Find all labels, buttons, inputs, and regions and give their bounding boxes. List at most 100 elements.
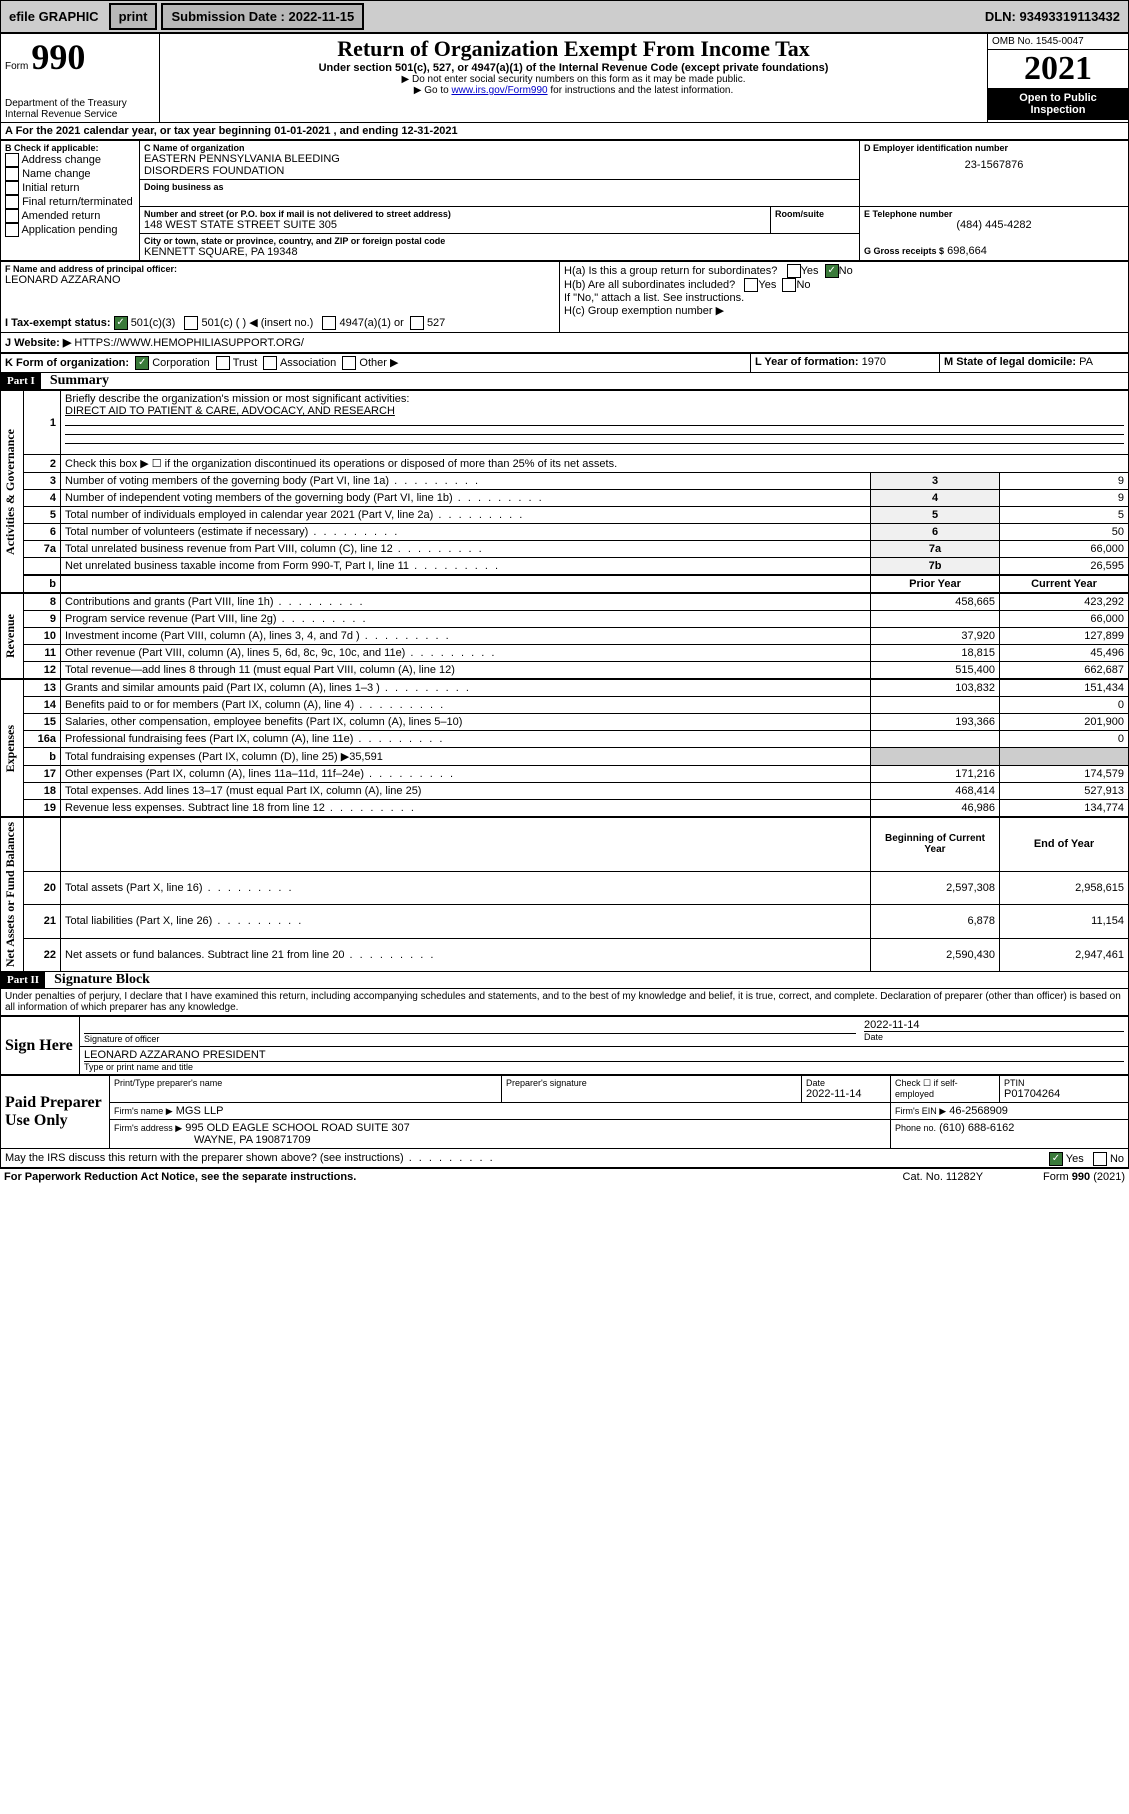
part1-title: Summary <box>44 373 109 388</box>
group-rev: Revenue <box>1 610 20 662</box>
h-b-note: If "No," attach a list. See instructions… <box>564 292 1124 304</box>
d-label: D Employer identification number <box>864 143 1124 153</box>
k-opt2: Association <box>280 357 336 369</box>
efile-label: efile GRAPHIC <box>1 5 107 28</box>
room-label: Room/suite <box>775 209 855 219</box>
h-a-yes[interactable] <box>787 264 801 278</box>
k-other-check[interactable] <box>342 356 356 370</box>
h-b-yes-label: Yes <box>758 279 776 291</box>
i-4947-check[interactable] <box>322 316 336 330</box>
sig-date: 2022-11-14 <box>864 1019 1124 1031</box>
firm-addr1: 995 OLD EAGLE SCHOOL ROAD SUITE 307 <box>185 1122 410 1134</box>
h-a-no-label: No <box>839 265 853 277</box>
b-opt-4[interactable]: Amended return <box>5 209 135 223</box>
paid-preparer: Paid Preparer Use Only <box>1 1076 110 1149</box>
h-c: H(c) Group exemption number ▶ <box>564 304 1124 317</box>
h-b-no[interactable] <box>782 278 796 292</box>
k-opt1: Trust <box>233 357 258 369</box>
sign-here: Sign Here <box>1 1017 80 1075</box>
period-begin: 01-01-2021 <box>274 125 330 137</box>
phone: (484) 445-4282 <box>864 219 1124 231</box>
k-assoc-check[interactable] <box>263 356 277 370</box>
na-row-0: 20Total assets (Part X, line 16)2,597,30… <box>1 871 1129 905</box>
rev-row-2: 10Investment income (Part VIII, column (… <box>1 628 1129 645</box>
ptin: P01704264 <box>1004 1088 1124 1100</box>
j-label: J Website: ▶ <box>5 337 71 349</box>
b-opt-1-label: Name change <box>22 168 91 180</box>
g-label: G Gross receipts $ <box>864 246 944 256</box>
h-a-yes-label: Yes <box>801 265 819 277</box>
discuss-no-check[interactable] <box>1093 1152 1107 1166</box>
org-name-2: DISORDERS FOUNDATION <box>144 165 855 177</box>
form-title: Return of Organization Exempt From Incom… <box>164 36 983 62</box>
b-label: B Check if applicable: <box>5 143 135 153</box>
group-exp: Expenses <box>1 721 20 776</box>
i-527-check[interactable] <box>410 316 424 330</box>
firm-ein: 46-2568909 <box>949 1105 1008 1117</box>
h-b-yes[interactable] <box>744 278 758 292</box>
form-prefix: Form <box>5 61 28 72</box>
i-501c-check[interactable] <box>184 316 198 330</box>
exp-row-6: 18Total expenses. Add lines 13–17 (must … <box>1 783 1129 800</box>
city-label: City or town, state or province, country… <box>144 236 855 246</box>
l1-num: 1 <box>24 391 61 455</box>
discuss-yes-check[interactable]: ✓ <box>1049 1152 1063 1166</box>
na-row-1: 21Total liabilities (Part X, line 26)6,8… <box>1 905 1129 939</box>
line-a-prefix: A For the 2021 calendar year, or tax yea… <box>5 125 274 137</box>
k-corp-check[interactable]: ✓ <box>135 356 149 370</box>
year-formation: 1970 <box>862 356 886 368</box>
part1-ag-table: Activities & Governance 1 Briefly descri… <box>0 390 1129 593</box>
group-ag: Activities & Governance <box>1 425 20 559</box>
line-i: I Tax-exempt status: ✓ 501(c)(3) 501(c) … <box>5 316 555 330</box>
b-opt-0[interactable]: Address change <box>5 153 135 167</box>
discuss-text: May the IRS discuss this return with the… <box>5 1152 495 1164</box>
org-name-1: EASTERN PENNSYLVANIA BLEEDING <box>144 153 855 165</box>
i-501c3-check[interactable]: ✓ <box>114 316 128 330</box>
f-label: F Name and address of principal officer: <box>5 264 555 274</box>
firm-name: MGS LLP <box>176 1105 224 1117</box>
k-opt3: Other ▶ <box>359 357 398 369</box>
k-trust-check[interactable] <box>216 356 230 370</box>
city: KENNETT SQUARE, PA 19348 <box>144 246 855 258</box>
group-na: Net Assets or Fund Balances <box>1 818 20 971</box>
h-b-no-label: No <box>796 279 810 291</box>
i-opt3: 4947(a)(1) or <box>340 317 404 329</box>
ag-row-5: Net unrelated business taxable income fr… <box>1 558 1129 576</box>
omb: OMB No. 1545-0047 <box>988 34 1128 50</box>
line-a-mid: , and ending <box>334 125 402 137</box>
i-opt4: 527 <box>427 317 445 329</box>
col-hdr-pc: bPrior YearCurrent Year <box>1 575 1129 593</box>
part1-exp-table: Expenses 13Grants and similar amounts pa… <box>0 679 1129 817</box>
goto-link[interactable]: www.irs.gov/Form990 <box>451 85 547 96</box>
part1-header: Part I Summary <box>0 373 1129 390</box>
part1-rev-table: Revenue 8Contributions and grants (Part … <box>0 593 1129 679</box>
m-label: M State of legal domicile: <box>944 356 1076 368</box>
b-opt-5[interactable]: Application pending <box>5 223 135 237</box>
ag-row-0: 3Number of voting members of the governi… <box>1 473 1129 490</box>
print-button[interactable]: print <box>109 3 158 30</box>
k-l-m-block: K Form of organization: ✓ Corporation Tr… <box>0 353 1129 373</box>
form-subtitle: Under section 501(c), 527, or 4947(a)(1)… <box>164 62 983 74</box>
e-label: E Telephone number <box>864 209 1124 219</box>
c-name-label: C Name of organization <box>144 143 855 153</box>
website: HTTPS://WWW.HEMOPHILIASUPPORT.ORG/ <box>74 337 304 349</box>
exp-row-4: bTotal fundraising expenses (Part IX, co… <box>1 748 1129 766</box>
discuss-yes: Yes <box>1066 1153 1084 1165</box>
b-opt-1[interactable]: Name change <box>5 167 135 181</box>
i-opt2: 501(c) ( ) ◀ (insert no.) <box>202 317 314 329</box>
footer: For Paperwork Reduction Act Notice, see … <box>0 1168 1129 1185</box>
goto-prefix: ▶ Go to <box>414 85 452 96</box>
dln: DLN: 93493319113432 <box>977 5 1128 28</box>
i-label: I Tax-exempt status: <box>5 317 111 329</box>
f-h-block: F Name and address of principal officer:… <box>0 261 1129 333</box>
firm-addr-label: Firm's address ▶ <box>114 1123 182 1133</box>
b-opt-2[interactable]: Initial return <box>5 181 135 195</box>
h-b: H(b) Are all subordinates included? Yes … <box>564 278 1124 292</box>
k-opt0: Corporation <box>152 357 209 369</box>
k-label: K Form of organization: <box>5 357 129 369</box>
h-a-no[interactable]: ✓ <box>825 264 839 278</box>
exp-row-2: 15Salaries, other compensation, employee… <box>1 714 1129 731</box>
b-opt-3[interactable]: Final return/terminated <box>5 195 135 209</box>
self-emp-check[interactable]: Check ☐ if self-employed <box>891 1076 1000 1103</box>
ptin-label: PTIN <box>1004 1078 1124 1088</box>
